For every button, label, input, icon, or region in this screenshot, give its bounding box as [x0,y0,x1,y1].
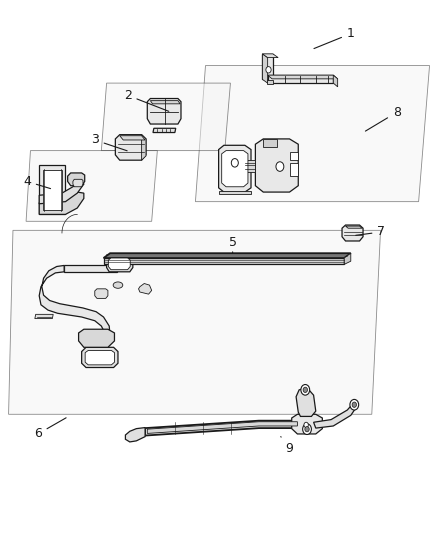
Polygon shape [150,101,180,104]
Polygon shape [291,414,321,434]
Polygon shape [218,191,251,194]
Polygon shape [266,80,272,84]
Polygon shape [145,421,297,435]
Polygon shape [218,146,251,192]
Polygon shape [147,422,297,433]
Polygon shape [81,348,118,368]
Polygon shape [101,83,230,151]
Polygon shape [244,160,255,172]
Polygon shape [332,75,337,87]
Polygon shape [289,152,297,160]
Circle shape [302,424,311,434]
Polygon shape [263,139,277,147]
Text: 9: 9 [280,437,293,455]
Polygon shape [295,387,315,416]
Polygon shape [152,128,175,133]
Polygon shape [95,289,108,298]
Polygon shape [341,225,362,241]
Circle shape [304,426,308,432]
Text: 8: 8 [364,106,400,131]
Text: 1: 1 [313,27,354,49]
Polygon shape [108,258,130,270]
Polygon shape [42,169,62,210]
Polygon shape [343,253,350,264]
Polygon shape [289,163,297,176]
Text: 5: 5 [228,236,236,253]
Polygon shape [125,427,145,442]
Polygon shape [115,135,146,160]
Polygon shape [103,253,350,258]
Text: 2: 2 [124,89,168,111]
Polygon shape [39,265,110,360]
Polygon shape [103,258,343,264]
Polygon shape [138,284,151,294]
Polygon shape [120,136,145,140]
Polygon shape [267,75,332,83]
Circle shape [349,399,358,410]
Polygon shape [221,151,247,187]
Polygon shape [39,192,84,214]
Polygon shape [147,99,180,124]
Polygon shape [267,75,337,79]
Circle shape [303,422,307,427]
Circle shape [300,384,309,395]
Polygon shape [64,265,117,272]
Ellipse shape [113,282,123,288]
Polygon shape [35,314,53,319]
Circle shape [265,67,271,73]
Polygon shape [195,66,428,201]
Polygon shape [141,135,146,160]
Circle shape [231,159,238,167]
Circle shape [302,387,307,392]
Text: 3: 3 [91,133,127,151]
Polygon shape [73,179,83,187]
Polygon shape [262,54,272,79]
Circle shape [276,162,283,171]
Polygon shape [67,173,85,185]
Polygon shape [26,151,157,221]
Polygon shape [262,54,267,83]
Text: 7: 7 [355,225,385,238]
Polygon shape [262,54,278,58]
Text: 4: 4 [23,175,50,189]
Circle shape [351,402,356,407]
Polygon shape [106,256,133,272]
Polygon shape [39,180,84,204]
Polygon shape [39,165,65,214]
Polygon shape [345,226,361,228]
Polygon shape [255,139,297,192]
Polygon shape [9,230,380,414]
Text: 6: 6 [34,418,66,440]
Polygon shape [313,402,357,428]
Polygon shape [85,351,114,365]
Polygon shape [78,329,114,348]
